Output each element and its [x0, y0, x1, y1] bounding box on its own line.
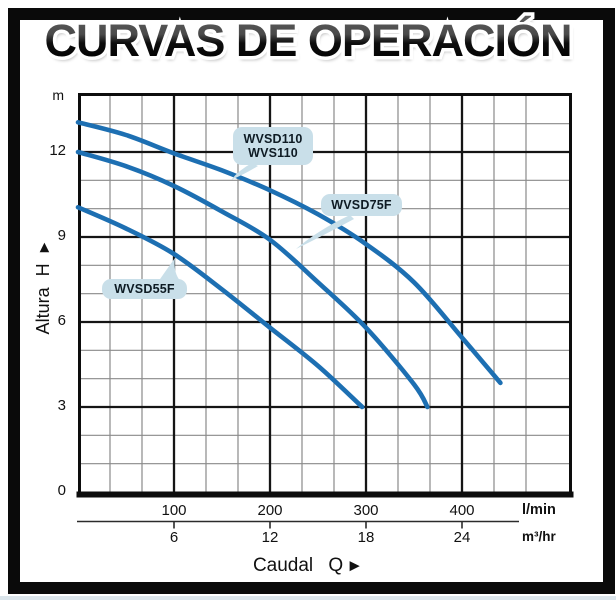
callout-label: WVSD55F [114, 282, 175, 296]
y-tick-12: 12 [49, 142, 66, 159]
x-axis-label: Caudal Q ► [0, 555, 616, 577]
chart-title-text: CURVAS DE OPERACIÓN [44, 15, 573, 66]
y-tick-3: 3 [57, 397, 66, 414]
curve-wvsd75f [75, 149, 430, 410]
x-axis-unit-m3hr: m³/hr [522, 529, 556, 544]
x-tick-lmin-400: 400 [449, 502, 475, 519]
callout-label: WVS110 [248, 146, 298, 160]
callout-tail [231, 163, 258, 180]
y-axis-unit: m [52, 87, 64, 103]
curve-wvsd55f [75, 205, 365, 410]
curve-wvsd110-wvs110 [75, 120, 503, 386]
y-tick-0: 0 [57, 482, 66, 499]
callout-bubble-wvsd75f: WVSD75F [321, 194, 402, 216]
x-tick-m3hr-12: 12 [261, 529, 279, 546]
callout-tail [158, 258, 181, 282]
x-axis-unit-lmin: l/min [522, 502, 556, 518]
y-tick-9: 9 [57, 227, 66, 244]
x-tick-lmin-300: 300 [353, 502, 379, 519]
right-arrow-icon: ► [346, 556, 364, 575]
x-tick-lmin-200: 200 [257, 502, 283, 519]
callout-label: WVSD75F [331, 198, 392, 212]
x-tick-lmin-100: 100 [161, 502, 187, 519]
y-tick-6: 6 [57, 312, 66, 329]
callout-label: WVSD110 [243, 132, 303, 146]
callout-bubble-wvsd110-wvs110: WVSD110 WVS110 [233, 127, 313, 165]
callout-bubble-wvsd55f: WVSD55F [102, 279, 187, 299]
x-tick-m3hr-6: 6 [169, 529, 179, 546]
x-axis-label-text: Caudal Q [252, 555, 344, 576]
x-tick-m3hr-18: 18 [357, 529, 375, 546]
x-tick-m3hr-24: 24 [453, 529, 471, 546]
chart-title: CURVAS DE OPERACIÓN [0, 15, 616, 67]
page-bottom-strip [0, 596, 616, 600]
callout-tail [296, 215, 354, 249]
